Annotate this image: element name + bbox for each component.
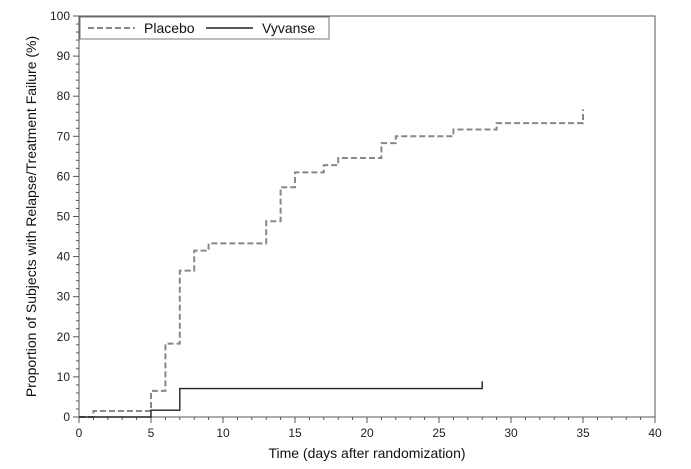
y-axis-title: Proportion of Subjects with Relapse/Trea… — [23, 36, 39, 397]
x-tick-label: 20 — [360, 426, 374, 440]
y-tick-label: 20 — [57, 330, 71, 344]
y-axis: 0 10 20 30 40 50 60 70 80 90 100 — [50, 9, 79, 424]
y-tick-label: 60 — [57, 169, 71, 183]
series-line-placebo — [79, 109, 584, 418]
x-tick-label: 0 — [76, 426, 83, 440]
x-tick-label: 10 — [216, 426, 230, 440]
x-tick-label: 35 — [576, 426, 590, 440]
legend-box — [79, 16, 330, 40]
x-axis: 0 5 10 15 20 25 30 35 40 — [76, 417, 662, 440]
x-axis-title: Time (days after randomization) — [268, 445, 465, 461]
x-tick-label: 15 — [288, 426, 302, 440]
y-tick-label: 40 — [57, 250, 71, 264]
series-line-vyvanse — [79, 381, 483, 418]
y-tick-label: 30 — [57, 290, 71, 304]
series-layer — [79, 109, 584, 418]
legend-label-vyvanse: Vyvanse — [262, 20, 315, 36]
legend-label-placebo: Placebo — [144, 20, 195, 36]
x-tick-label: 5 — [148, 426, 155, 440]
y-tick-label: 100 — [50, 9, 70, 23]
y-tick-label: 90 — [57, 49, 71, 63]
y-tick-label: 10 — [57, 370, 71, 384]
y-tick-label: 50 — [57, 210, 71, 224]
x-tick-label: 40 — [648, 426, 662, 440]
x-tick-label: 25 — [432, 426, 446, 440]
y-tick-label: 0 — [63, 410, 70, 424]
y-tick-label: 70 — [57, 129, 71, 143]
x-tick-label: 30 — [504, 426, 518, 440]
legend: Placebo Vyvanse — [79, 16, 330, 40]
y-tick-label: 80 — [57, 89, 71, 103]
